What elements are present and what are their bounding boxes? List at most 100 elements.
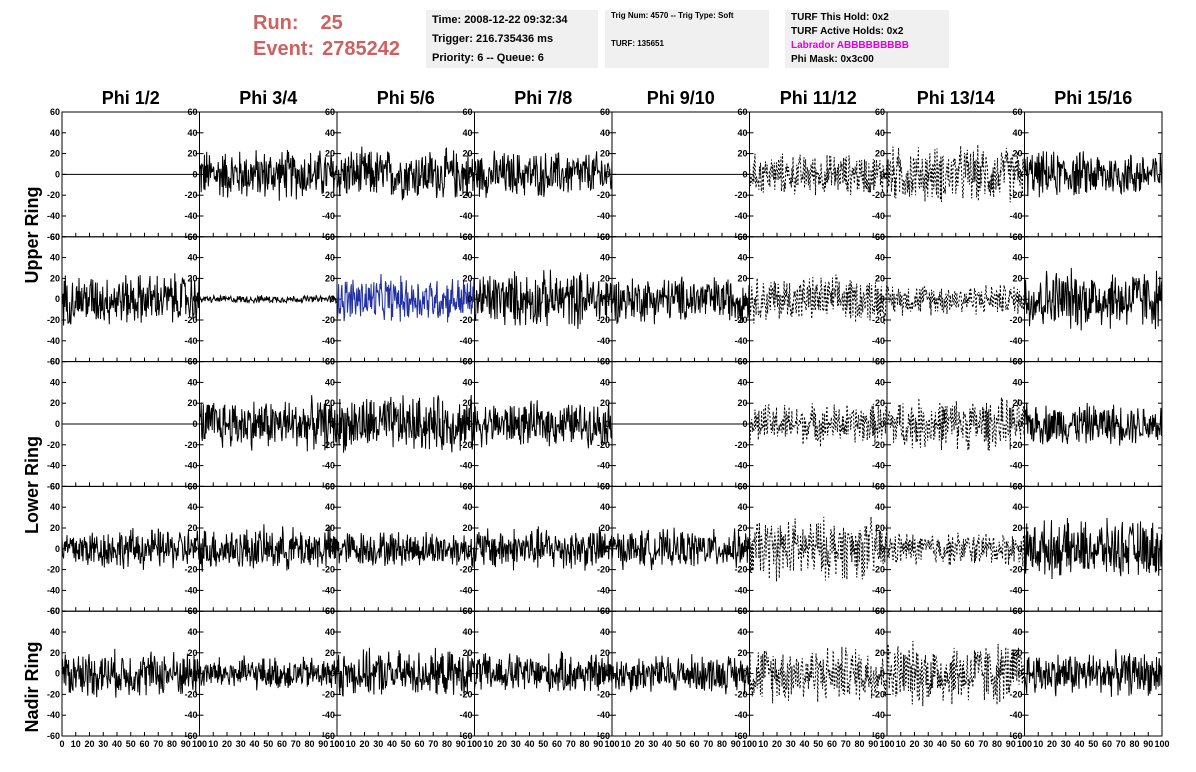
x-tick-label: 10 (758, 739, 768, 749)
y-tick-label: -40 (734, 710, 747, 720)
y-tick-label: -20 (734, 440, 747, 450)
y-tick-label: 0 (467, 169, 472, 179)
y-tick-label: 20 (462, 398, 472, 408)
panel-3-1: -60 -40 -20 0 20 40 60 (47, 357, 200, 491)
y-tick-label: -20 (734, 689, 747, 699)
x-tick-label: 10 (1033, 739, 1043, 749)
time-text: Time: 2008-12-22 09:32:34 (432, 14, 568, 26)
waveform-trace (611, 276, 750, 325)
y-tick-label: -40 (1009, 585, 1022, 595)
y-tick-label: 40 (600, 253, 610, 263)
y-tick-label: 0 (1017, 669, 1022, 679)
y-tick-label: 40 (325, 377, 335, 387)
waveform-trace (749, 516, 888, 582)
y-tick-label: -20 (872, 689, 885, 699)
event-label: Event: (253, 38, 315, 60)
y-tick-label: 0 (55, 669, 60, 679)
y-tick-label: -40 (47, 585, 60, 595)
waveform-trace (474, 269, 613, 330)
y-tick-label: 20 (737, 273, 747, 283)
y-tick-label: 20 (737, 648, 747, 658)
y-tick-label: 40 (462, 128, 472, 138)
y-tick-label: 0 (1017, 294, 1022, 304)
y-tick-label: 0 (192, 169, 197, 179)
phi-label: Phi 5/6 (377, 88, 435, 108)
y-tick-label: -20 (459, 190, 472, 200)
x-tick-label: 100 (742, 739, 757, 749)
y-tick-label: 20 (1012, 398, 1022, 408)
event-row: Event: 2785242 (253, 36, 400, 62)
y-tick-label: 40 (462, 502, 472, 512)
y-tick-label: 0 (742, 669, 747, 679)
y-tick-label: -40 (872, 710, 885, 720)
trigger-text: Trigger: 216.735436 ms (432, 33, 554, 45)
y-tick-label: 20 (600, 273, 610, 283)
y-tick-label: 0 (1017, 169, 1022, 179)
y-tick-label: 40 (1012, 627, 1022, 637)
x-tick-label: 20 (359, 739, 369, 749)
y-tick-label: -40 (322, 585, 335, 595)
waveform-trace (886, 144, 1025, 203)
waveform-trace (474, 400, 613, 449)
y-tick-label: 60 (1012, 232, 1022, 242)
y-tick-label: 20 (50, 648, 60, 658)
x-tick-label: 20 (222, 739, 232, 749)
y-tick-label: -20 (597, 689, 610, 699)
y-tick-label: 60 (737, 606, 747, 616)
x-tick-label: 0 (884, 739, 889, 749)
x-tick-label: 70 (428, 739, 438, 749)
y-tick-label: 60 (50, 606, 60, 616)
phi-label: Phi 11/12 (780, 88, 857, 108)
y-tick-label: 0 (192, 294, 197, 304)
y-tick-label: 20 (462, 523, 472, 533)
y-tick-label: 40 (50, 253, 60, 263)
y-tick-label: 60 (875, 107, 885, 117)
y-tick-label: 40 (187, 128, 197, 138)
waveform-trace (61, 648, 200, 698)
y-tick-label: 0 (742, 419, 747, 429)
y-tick-label: -40 (597, 211, 610, 221)
event-value: 2785242 (322, 38, 400, 60)
y-tick-label: 20 (50, 523, 60, 533)
y-tick-label: 0 (880, 169, 885, 179)
y-tick-label: 20 (325, 523, 335, 533)
waveform-trace (474, 150, 613, 198)
y-tick-label: -40 (597, 585, 610, 595)
y-tick-label: -40 (322, 710, 335, 720)
y-tick-label: 60 (50, 232, 60, 242)
ring-label: Lower Ring (22, 436, 42, 534)
y-tick-label: 40 (1012, 253, 1022, 263)
waveform-trace (749, 274, 888, 325)
y-tick-label: -20 (597, 565, 610, 575)
y-tick-label: 0 (330, 544, 335, 554)
y-tick-label: -20 (322, 315, 335, 325)
y-tick-label: 20 (50, 398, 60, 408)
x-tick-label: 60 (139, 739, 149, 749)
y-tick-label: 40 (875, 128, 885, 138)
x-tick-label: 10 (483, 739, 493, 749)
x-tick-label: 40 (1074, 739, 1084, 749)
waveform-trace (1024, 267, 1163, 331)
x-tick-label: 90 (456, 739, 466, 749)
phi-label: Phi 15/16 (1054, 88, 1132, 108)
x-tick-label: 60 (964, 739, 974, 749)
y-tick-label: 60 (875, 606, 885, 616)
x-tick-label: 60 (414, 739, 424, 749)
x-tick-label: 30 (1061, 739, 1071, 749)
turf-text: TURF: 135651 (611, 39, 664, 48)
waveform-trace (61, 527, 200, 570)
y-tick-label: 60 (187, 232, 197, 242)
waveform-trace (749, 403, 888, 447)
x-tick-label: 20 (497, 739, 507, 749)
y-tick-label: 40 (1012, 502, 1022, 512)
y-tick-label: -20 (184, 190, 197, 200)
